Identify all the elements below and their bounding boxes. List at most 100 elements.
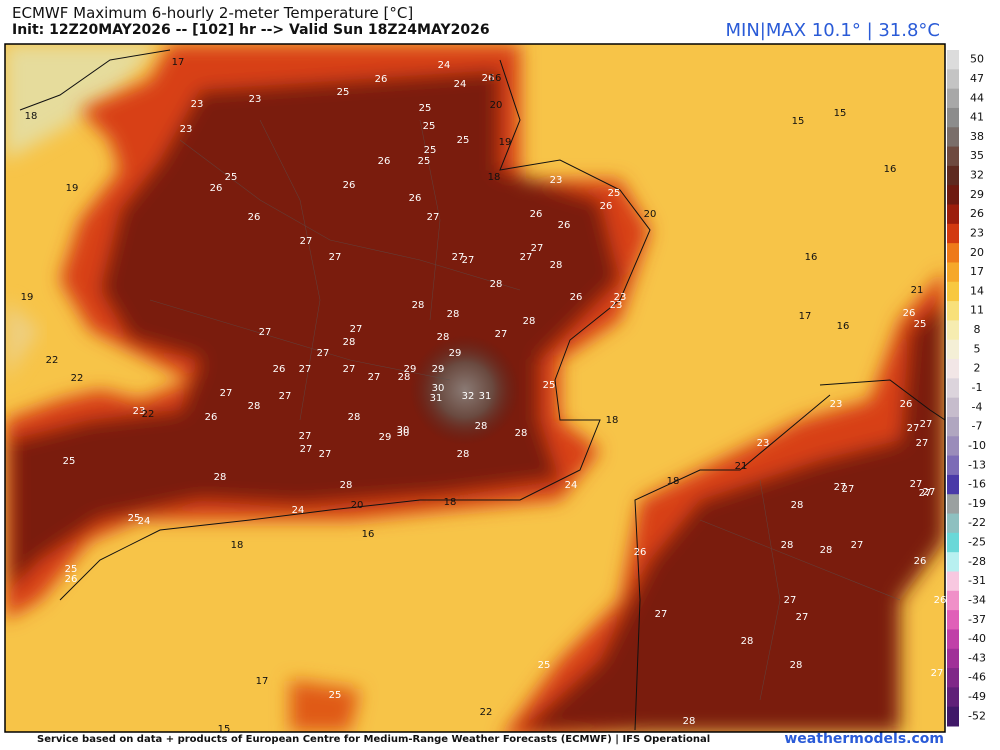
temp-label: 20	[644, 209, 657, 220]
site-link[interactable]: weathermodels.com	[784, 731, 944, 747]
colorbar-tick-label: -22	[968, 516, 986, 529]
colorbar-swatch	[947, 590, 959, 611]
temp-label: 22	[71, 373, 84, 384]
temp-label: 29	[404, 364, 417, 375]
temp-label: 27	[368, 372, 381, 383]
temp-label: 27	[920, 419, 933, 430]
colorbar-swatch	[947, 706, 959, 727]
colorbar-swatch	[947, 494, 959, 515]
colorbar-swatch	[947, 648, 959, 669]
temp-label: 29	[449, 348, 462, 359]
temp-label: 22	[480, 707, 493, 718]
map-frame	[4, 43, 946, 733]
temp-label: 26	[210, 183, 223, 194]
temp-label: 27	[923, 487, 936, 498]
colorbar-tick-label: -19	[968, 497, 986, 510]
temp-label: 25	[608, 188, 621, 199]
colorbar-swatch	[947, 320, 959, 341]
colorbar-swatch	[947, 127, 959, 148]
temp-label: 28	[741, 636, 754, 647]
temp-label: 31	[430, 393, 443, 404]
colorbar-tick-label: -4	[972, 400, 983, 413]
temp-label: 28	[523, 316, 536, 327]
temp-label: 27	[520, 252, 533, 263]
temp-label: 25	[329, 690, 342, 701]
temp-label: 19	[499, 137, 512, 148]
temp-label: 28	[447, 309, 460, 320]
temp-label: 22	[142, 409, 155, 420]
temp-label: 17	[256, 676, 269, 687]
colorbar-swatch	[947, 532, 959, 553]
credit: Service based on data + products of Euro…	[37, 734, 711, 745]
temp-label: 30	[397, 425, 410, 436]
temp-label: 16	[837, 321, 850, 332]
temp-label: 26	[378, 156, 391, 167]
temp-label: 20	[351, 500, 364, 511]
colorbar-tick-label: 5	[974, 342, 981, 355]
colorbar-swatch	[947, 165, 959, 186]
temp-label: 26	[570, 292, 583, 303]
colorbar-tick-label: -16	[968, 478, 986, 491]
temp-label: 27	[907, 423, 920, 434]
temp-label: 18	[231, 540, 244, 551]
temp-label: 26	[248, 212, 261, 223]
temp-label: 26	[900, 399, 913, 410]
colorbar-tick-label: 20	[970, 246, 984, 259]
colorbar-tick-label: 38	[970, 130, 984, 143]
temp-label: 26	[600, 201, 613, 212]
temp-label: 18	[488, 172, 501, 183]
temp-label: 26	[273, 364, 286, 375]
colorbar-tick-label: 17	[970, 265, 984, 278]
temp-label: 24	[292, 505, 305, 516]
colorbar-tick-label: -37	[968, 613, 986, 626]
temp-label: 26	[205, 412, 218, 423]
temp-label: 26	[914, 556, 927, 567]
temp-label: 25	[457, 135, 470, 146]
temp-label: 16	[489, 73, 502, 84]
temp-label: 26	[934, 595, 947, 606]
colorbar-tick-label: -28	[968, 555, 986, 568]
temp-label: 25	[423, 121, 436, 132]
colorbar-tick-label: -52	[968, 709, 986, 722]
temp-label: 15	[218, 724, 231, 735]
colorbar-swatch	[947, 552, 959, 572]
colorbar-tick-label: 8	[974, 323, 981, 336]
temp-label: 27	[655, 609, 668, 620]
temp-label: 16	[805, 252, 818, 263]
temp-label: 27	[220, 388, 233, 399]
temp-label: 27	[910, 479, 923, 490]
temp-label: 25	[337, 87, 350, 98]
colorbar-swatch	[947, 455, 959, 476]
temp-label: 18	[444, 497, 457, 508]
temp-label: 27	[427, 212, 440, 223]
temp-label: 27	[834, 482, 847, 493]
colorbar-swatch	[947, 416, 959, 437]
temp-label: 28	[490, 279, 503, 290]
temp-label: 23	[830, 399, 843, 410]
colorbar-swatch	[947, 513, 959, 534]
temp-label: 25	[538, 660, 551, 671]
colorbar-tick-label: -1	[972, 381, 983, 394]
temp-label: 28	[475, 421, 488, 432]
min-max: MIN|MAX 10.1° | 31.8°C	[725, 20, 941, 41]
temp-label: 27	[343, 364, 356, 375]
colorbar-swatch	[947, 185, 959, 206]
temp-label: 29	[432, 364, 445, 375]
colorbar-tick-label: 32	[970, 169, 984, 182]
temp-label: 24	[438, 60, 451, 71]
temp-label: 25	[914, 319, 927, 330]
colorbar-tick-label: 50	[970, 53, 984, 66]
temp-label: 27	[452, 252, 465, 263]
colorbar-tick-label: -13	[968, 458, 986, 471]
temp-label: 24	[454, 79, 467, 90]
colorbar-swatch	[947, 146, 959, 167]
temp-label: 27	[317, 348, 330, 359]
colorbar-tick-label: 35	[970, 149, 984, 162]
colorbar-tick-label: -10	[968, 439, 986, 452]
temp-label: 27	[851, 540, 864, 551]
colorbar-tick-label: -31	[968, 574, 986, 587]
temp-label: 23	[757, 438, 770, 449]
temp-label: 25	[63, 456, 76, 467]
